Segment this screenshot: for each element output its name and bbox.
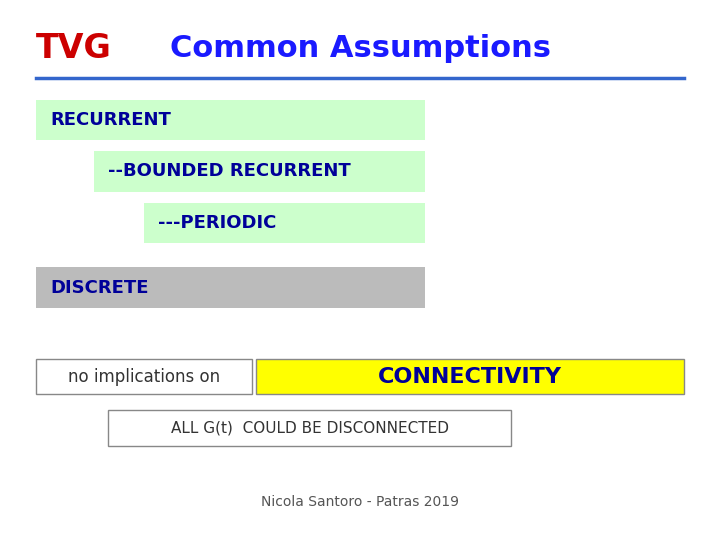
Text: ---PERIODIC: ---PERIODIC: [158, 214, 276, 232]
FancyBboxPatch shape: [94, 151, 425, 192]
FancyBboxPatch shape: [36, 100, 425, 140]
FancyBboxPatch shape: [144, 202, 425, 243]
FancyBboxPatch shape: [36, 267, 425, 308]
FancyBboxPatch shape: [256, 359, 684, 394]
Text: CONNECTIVITY: CONNECTIVITY: [378, 367, 562, 387]
Text: no implications on: no implications on: [68, 368, 220, 386]
Text: RECURRENT: RECURRENT: [50, 111, 171, 129]
Text: Common Assumptions: Common Assumptions: [169, 34, 551, 63]
Text: --BOUNDED RECURRENT: --BOUNDED RECURRENT: [108, 163, 351, 180]
Text: ALL G(t)  COULD BE DISCONNECTED: ALL G(t) COULD BE DISCONNECTED: [171, 420, 449, 435]
Text: Nicola Santoro - Patras 2019: Nicola Santoro - Patras 2019: [261, 495, 459, 509]
Text: DISCRETE: DISCRETE: [50, 279, 149, 296]
FancyBboxPatch shape: [108, 410, 511, 445]
Text: TVG: TVG: [36, 32, 112, 65]
FancyBboxPatch shape: [36, 359, 252, 394]
